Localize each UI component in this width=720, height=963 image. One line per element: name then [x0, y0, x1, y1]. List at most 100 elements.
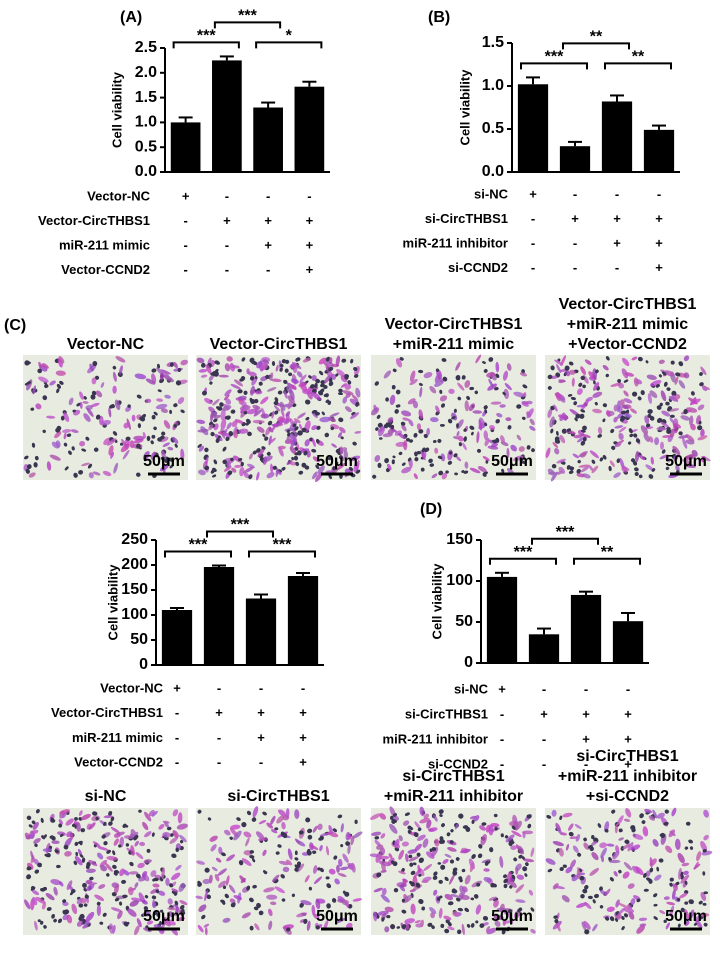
- y-tick-label: 50: [130, 631, 148, 648]
- cell: [622, 843, 631, 850]
- cell: [119, 868, 125, 877]
- cell: [559, 397, 566, 403]
- cell: [426, 427, 430, 436]
- cell: [169, 837, 178, 844]
- panel-label: (B): [428, 9, 450, 26]
- cell: [243, 411, 248, 415]
- cell: [494, 826, 498, 831]
- cell: [418, 858, 424, 863]
- cell: [160, 456, 165, 461]
- cell: [174, 443, 178, 448]
- cell: [342, 890, 347, 895]
- cell: [464, 400, 470, 412]
- cell: [477, 466, 487, 473]
- condition-sign: -: [225, 188, 229, 203]
- cell: [515, 884, 525, 893]
- cell: [206, 894, 212, 900]
- cell: [617, 907, 626, 916]
- cell: [618, 426, 627, 433]
- cell: [479, 923, 485, 928]
- cell: [494, 920, 501, 927]
- cell: [258, 381, 263, 386]
- cell: [344, 375, 349, 380]
- cell: [654, 437, 660, 446]
- cell: [441, 472, 448, 480]
- cell: [640, 425, 649, 435]
- cell: [567, 394, 573, 397]
- cell: [123, 835, 134, 840]
- cell: [468, 403, 475, 412]
- cell: [439, 395, 448, 402]
- cell: [343, 449, 349, 460]
- cell: [595, 369, 599, 374]
- cell: [208, 424, 214, 430]
- cell: [252, 858, 256, 863]
- cell: [372, 474, 377, 479]
- cell: [207, 817, 212, 821]
- cell: [685, 439, 695, 445]
- cell: [204, 889, 209, 902]
- cell: [57, 918, 63, 924]
- cell: [85, 879, 93, 885]
- cell: [337, 432, 343, 438]
- panel-caption: +miR-211 mimic: [393, 336, 515, 353]
- cell: [461, 375, 466, 380]
- cell: [342, 390, 354, 396]
- cell: [409, 439, 414, 443]
- cell: [280, 408, 285, 418]
- cell: [392, 819, 397, 823]
- cell: [555, 922, 561, 932]
- cell: [134, 925, 140, 936]
- cell: [659, 441, 665, 450]
- error-bar: [178, 116, 193, 123]
- cell: [270, 463, 274, 474]
- cell: [314, 382, 318, 389]
- cell: [43, 925, 47, 929]
- condition-label: miR-211 inhibitor: [403, 235, 508, 250]
- y-tick-label: 0.5: [135, 138, 157, 155]
- cell: [98, 884, 106, 890]
- cell: [319, 844, 323, 852]
- cell: [155, 403, 168, 410]
- cell: [440, 403, 446, 408]
- cell: [324, 432, 330, 438]
- cell: [648, 474, 654, 479]
- cell: [152, 883, 160, 888]
- cell: [668, 408, 680, 412]
- cell: [339, 866, 349, 871]
- cell: [255, 448, 261, 453]
- cell: [445, 470, 449, 474]
- cell: [331, 898, 337, 903]
- cell: [673, 424, 678, 434]
- cell: [580, 409, 586, 413]
- cell: [294, 857, 299, 861]
- cell: [439, 836, 444, 841]
- cell: [591, 852, 599, 861]
- cell: [452, 436, 460, 440]
- cell: [241, 858, 252, 867]
- cell: [377, 462, 382, 468]
- cell: [623, 379, 629, 383]
- error-bar: [302, 80, 317, 87]
- cell: [234, 464, 242, 468]
- cell: [433, 889, 438, 896]
- cell: [685, 821, 691, 826]
- cell: [337, 814, 343, 819]
- cell: [100, 865, 108, 872]
- cell: [209, 381, 213, 385]
- cell: [332, 466, 336, 471]
- cell: [643, 888, 649, 892]
- cell: [429, 907, 437, 914]
- scale-bar-label: 50μm: [316, 453, 358, 470]
- cell: [213, 459, 218, 465]
- cell: [394, 839, 400, 848]
- cell: [241, 821, 247, 828]
- cell: [546, 815, 552, 819]
- cell: [416, 450, 421, 455]
- cell: [388, 853, 393, 859]
- cell: [455, 857, 460, 861]
- cell: [176, 823, 188, 830]
- condition-sign: +: [257, 705, 265, 720]
- cell: [74, 841, 79, 846]
- cell: [455, 455, 462, 462]
